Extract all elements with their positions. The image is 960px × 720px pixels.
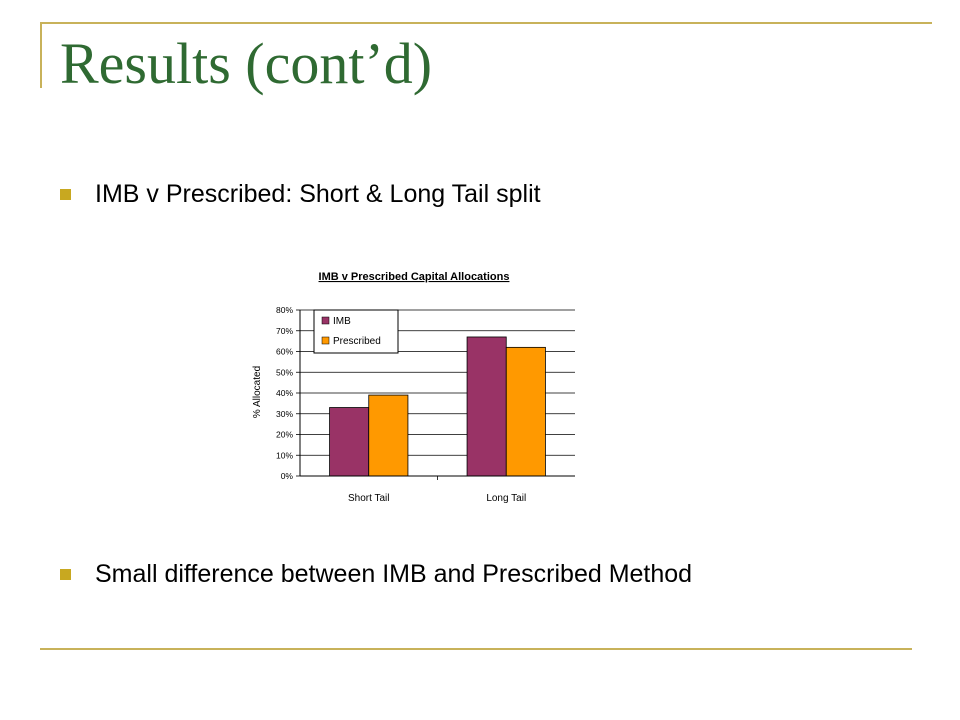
chart-title: IMB v Prescribed Capital Allocations (319, 271, 510, 283)
bullet-text: Small difference between IMB and Prescri… (95, 560, 693, 588)
slide-title: Results (cont’d) (60, 31, 433, 96)
legend-label-prescribed: Prescribed (333, 336, 381, 347)
bar-prescribed-long-tail (505, 346, 546, 477)
legend-swatch-prescribed (321, 336, 330, 345)
top-rule (40, 22, 932, 24)
x-tick-label: Short Tail (348, 493, 390, 504)
y-tick-label: 40% (276, 388, 293, 398)
bullet-item-2: Small difference between IMB and Prescri… (60, 560, 692, 589)
bar-imb-short-tail (329, 407, 370, 477)
y-tick-label: 60% (276, 347, 293, 357)
bullet-text: IMB v Prescribed: Short & Long Tail spli… (95, 180, 541, 208)
y-axis-label: % Allocated (252, 366, 263, 418)
bullet-item-1: IMB v Prescribed: Short & Long Tail spli… (60, 180, 541, 209)
y-tick-label: 20% (276, 430, 293, 440)
y-tick-label: 70% (276, 326, 293, 336)
y-tick-label: 0% (281, 471, 294, 481)
y-tick-label: 10% (276, 450, 293, 460)
y-tick-label: 30% (276, 409, 293, 419)
bars (329, 336, 546, 477)
legend-swatch-imb (321, 316, 330, 325)
left-rule (40, 22, 42, 88)
legend-label-imb: IMB (333, 316, 351, 327)
bar-imb-long-tail (466, 336, 507, 477)
bullet-marker (60, 569, 71, 580)
y-tick-label: 80% (276, 305, 293, 315)
bar-prescribed-short-tail (368, 394, 409, 477)
y-tick-label: 50% (276, 367, 293, 377)
x-tick-label: Long Tail (486, 493, 526, 504)
axes: 0% 10% 20% 30% 40% 50% 60% 70% 80% Short Tail Long… (276, 305, 575, 504)
bottom-rule (40, 648, 912, 650)
bullet-marker (60, 189, 71, 200)
bar-chart: IMB v Prescribed Capital Allocations % A… (252, 271, 575, 504)
chart-legend: IMB Prescribed (313, 309, 399, 354)
